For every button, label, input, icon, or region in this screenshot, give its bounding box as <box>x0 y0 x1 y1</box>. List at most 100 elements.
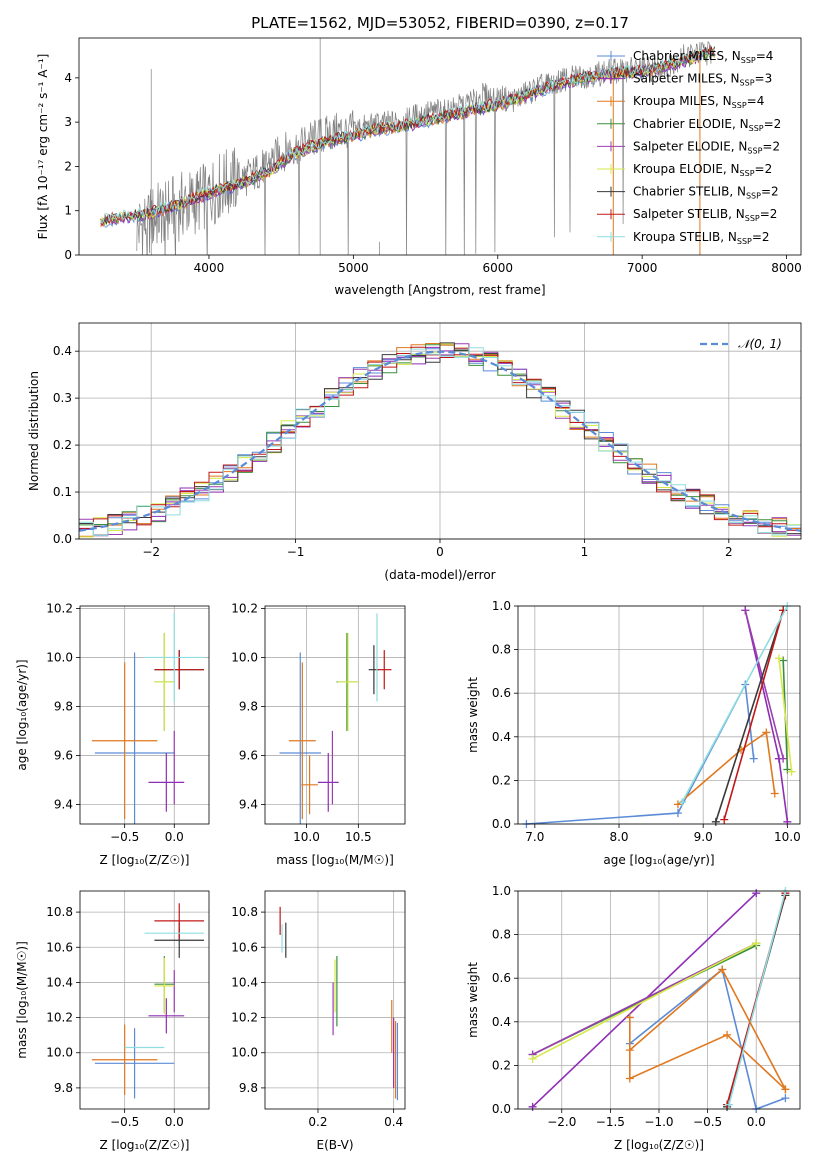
spectrum-axes: 4000 5000 6000 7000 8000 0 1 2 3 4 PLATE=1562, MJD… <box>36 14 802 297</box>
x-axis-label: Z [log₁₀(Z/Z☉)] <box>100 853 190 867</box>
age_vs_Z-grid <box>80 606 209 824</box>
series-marker <box>770 789 779 798</box>
legend-sub: SSP <box>746 192 761 201</box>
series-marker <box>781 1085 790 1094</box>
y-tick-label: 10.4 <box>231 975 258 989</box>
series-marker <box>711 817 720 826</box>
series-line-kroupa_stelib <box>681 605 789 803</box>
legend-value: =2 <box>760 207 778 221</box>
legend-value: =2 <box>755 162 773 176</box>
x-tick-label: −1.0 <box>644 1115 673 1129</box>
y-tick-label: 10.0 <box>46 650 73 664</box>
x-axis-label: E(B-V) <box>316 1138 353 1152</box>
y-axis-label: Normed distribution <box>27 371 41 491</box>
model-line-salpeter_stelib <box>100 46 715 227</box>
y-tick-label: 10.8 <box>46 905 73 919</box>
x-tick-label: −2 <box>142 545 160 559</box>
y-tick-label: 9.4 <box>239 797 258 811</box>
legend-value: =2 <box>764 117 782 131</box>
legend-sub: SSP <box>747 146 762 155</box>
y-tick-label: 9.4 <box>54 797 73 811</box>
x-tick-label: 7000 <box>627 261 658 275</box>
legend-entry: Salpeter ELODIE, NSSP=2 <box>633 139 780 155</box>
y-tick-label: 9.8 <box>239 1081 258 1095</box>
chart-title: PLATE=1562, MJD=53052, FIBERID=0390, z=0… <box>251 14 629 32</box>
x-tick-label: 9.0 <box>694 830 713 844</box>
legend-entry: Kroupa ELODIE, NSSP=2 <box>633 162 772 178</box>
legend-value: =4 <box>756 49 774 63</box>
y-tick-label: 0.3 <box>53 391 72 405</box>
series-line-kroupa_elodie <box>778 658 793 772</box>
series-marker <box>741 606 750 615</box>
legend-value: =2 <box>761 185 779 199</box>
series-marker <box>678 798 687 807</box>
x-tick-label: −0.5 <box>110 1115 139 1129</box>
legend-entry: 𝒩(0, 1) <box>738 337 782 351</box>
x-tick-label: 5000 <box>338 261 369 275</box>
series-marker <box>528 1102 537 1111</box>
series-line-chabrier_miles <box>629 968 786 1111</box>
series-marker <box>625 1046 634 1055</box>
y-tick-label: 0.6 <box>492 686 511 700</box>
y-tick-label: 10.0 <box>231 650 258 664</box>
mass_vs_ebv-axes: 0.2 0.4 9.8 10.0 10.2 10.4 10.6 10.8 E(B-V) <box>231 890 406 1152</box>
legend-sub: SSP <box>737 237 752 246</box>
mass_vs_Z-frame <box>79 890 210 1110</box>
series-marker <box>752 939 761 948</box>
y-tick-label: 0.2 <box>492 773 511 787</box>
y-tick-label: 10.0 <box>231 1046 258 1060</box>
mass_vs_ebv-frame <box>264 890 406 1110</box>
x-axis-label: Z [log₁₀(Z/Z☉)] <box>100 1138 190 1152</box>
age_vs_mass-axes: 10.0 10.5 9.4 9.6 9.8 10.0 10.2 mass [log₁₀(M/M… <box>231 601 406 867</box>
series-line-kroupa_miles <box>677 730 776 806</box>
y-tick-label: 0.2 <box>492 1058 511 1072</box>
series-marker <box>749 754 758 763</box>
x-tick-label: 0.2 <box>308 1115 327 1129</box>
weight_vs_age-axes: 7.0 8.0 9.0 10.0 0.0 0.2 0.4 0.6 0.8 1.0 age [log₁… <box>466 599 801 867</box>
legend-value: =4 <box>747 94 765 108</box>
legend-sub: SSP <box>745 214 760 223</box>
legend-sub: SSP <box>740 79 755 88</box>
y-tick-label: 0.2 <box>53 438 72 452</box>
y-tick-label: 3 <box>64 115 72 129</box>
model-line-kroupa_stelib <box>100 48 715 225</box>
x-tick-label: −0.5 <box>693 1115 722 1129</box>
y-tick-label: 0.4 <box>492 1015 511 1029</box>
weight_vs_Z-axes: −2.0 −1.5 −1.0 −0.5 0.0 0.0 0.2 0.4 0.6 0.8 1.0 Z [… <box>466 884 801 1152</box>
series-line-kroupa_elodie <box>532 942 757 1060</box>
y-axis-label: Flux [fλ 10⁻¹⁷ erg cm⁻² s⁻¹ A⁻¹] <box>36 54 50 240</box>
y-tick-label: 10.2 <box>46 601 73 615</box>
y-tick-label: 0 <box>64 248 72 262</box>
y-tick-label: 10.2 <box>231 601 258 615</box>
legend-value: =3 <box>755 72 773 86</box>
y-tick-label: 1 <box>64 204 72 218</box>
legend-entry: Kroupa MILES, NSSP=4 <box>633 94 764 110</box>
x-tick-label: 0.4 <box>384 1115 403 1129</box>
x-axis-label: age [log₁₀(age/yr)] <box>603 853 714 867</box>
y-tick-label: 9.6 <box>239 748 258 762</box>
y-tick-label: 10.2 <box>46 1011 73 1025</box>
legend-value: =2 <box>762 139 780 153</box>
x-tick-label: −2.0 <box>547 1115 576 1129</box>
x-tick-label: −1.5 <box>596 1115 625 1129</box>
legend-entry: Salpeter STELIB, NSSP=2 <box>633 207 777 223</box>
x-tick-label: 7.0 <box>525 830 544 844</box>
legend-entry: Chabrier ELODIE, NSSP=2 <box>633 117 781 133</box>
x-tick-label: 1 <box>581 545 589 559</box>
y-tick-label: 10.0 <box>46 1046 73 1060</box>
x-tick-label: −1 <box>287 545 305 559</box>
residuals-frame <box>78 322 802 540</box>
x-axis-label: mass [log₁₀(M/M☉)] <box>276 853 394 867</box>
series-marker <box>673 809 682 818</box>
y-axis-label: mass weight <box>466 962 480 1038</box>
y-tick-label: 1.0 <box>492 884 511 898</box>
age_vs_mass-grid <box>265 606 405 824</box>
x-tick-label: 2 <box>725 545 733 559</box>
legend-sub: SSP <box>732 101 747 110</box>
x-tick-label: 10.5 <box>345 830 372 844</box>
legend-entry: Chabrier STELIB, NSSP=2 <box>633 185 779 201</box>
y-tick-label: 0.4 <box>492 730 511 744</box>
series-marker <box>779 754 788 763</box>
y-tick-label: 0.0 <box>492 1102 511 1116</box>
x-tick-label: 0.0 <box>747 1115 766 1129</box>
